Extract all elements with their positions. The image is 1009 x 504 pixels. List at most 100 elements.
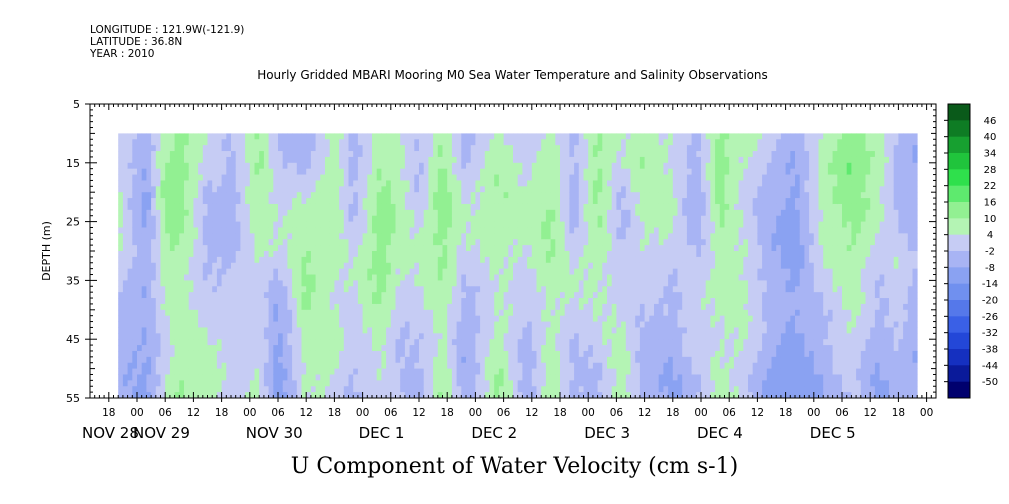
heatmap-cell <box>169 321 175 328</box>
heatmap-cell <box>635 251 641 258</box>
heatmap-cell <box>249 368 255 375</box>
heatmap-cell <box>169 151 175 158</box>
heatmap-cell <box>202 227 208 234</box>
heatmap-cell <box>541 233 547 240</box>
heatmap-cell <box>461 339 467 346</box>
heatmap-cell <box>348 239 354 246</box>
heatmap-cell <box>428 139 434 146</box>
heatmap-cell <box>216 227 222 234</box>
heatmap-cell <box>517 251 523 258</box>
heatmap-cell <box>320 327 326 334</box>
heatmap-cell <box>386 286 392 293</box>
heatmap-cell <box>155 233 161 240</box>
heatmap-cell <box>419 386 425 393</box>
heatmap-cell <box>489 162 495 170</box>
heatmap-cell <box>480 368 486 375</box>
heatmap-cell <box>188 303 194 311</box>
heatmap-cell <box>428 280 434 287</box>
heatmap-cell <box>141 374 147 381</box>
heatmap-cell <box>339 239 345 246</box>
heatmap-cell <box>212 274 218 281</box>
heatmap-cell <box>301 180 307 187</box>
heatmap-cell <box>231 221 237 228</box>
heatmap-cell <box>296 356 302 364</box>
chart-title: Hourly Gridded MBARI Mooring M0 Sea Wate… <box>257 68 768 82</box>
heatmap-cell <box>494 227 500 234</box>
longitude-text: LONGITUDE : 121.9W(-121.9) <box>90 24 245 36</box>
heatmap-cell <box>400 339 406 346</box>
heatmap-cell <box>292 333 298 340</box>
heatmap-cell <box>334 356 340 364</box>
heatmap-cell <box>564 315 570 322</box>
heatmap-cell <box>226 162 232 170</box>
heatmap-cell <box>494 392 500 399</box>
heatmap-cell <box>555 256 561 264</box>
heatmap-cell <box>414 239 420 246</box>
heatmap-cell <box>216 280 222 287</box>
heatmap-cell <box>310 262 316 270</box>
heatmap-cell <box>451 309 457 317</box>
heatmap-cell <box>221 174 227 181</box>
heatmap-cell <box>207 133 213 140</box>
heatmap-cell <box>306 186 312 193</box>
heatmap-cell <box>602 256 608 264</box>
heatmap-cell <box>630 374 636 381</box>
heatmap-cell <box>348 256 354 264</box>
heatmap-cell <box>127 386 133 393</box>
heatmap-cell <box>625 321 631 328</box>
heatmap-cell <box>198 180 204 187</box>
heatmap-cell <box>137 386 143 393</box>
heatmap-cell <box>484 309 490 317</box>
heatmap-cell <box>545 392 551 399</box>
heatmap-cell <box>433 192 439 199</box>
heatmap-cell <box>583 298 589 305</box>
heatmap-cell <box>451 156 457 164</box>
heatmap-cell <box>522 209 528 217</box>
heatmap-cell <box>198 174 204 181</box>
heatmap-cell <box>630 174 636 181</box>
heatmap-cell <box>480 262 486 270</box>
heatmap-cell <box>536 303 542 311</box>
heatmap-cell <box>456 156 462 164</box>
heatmap-cell <box>484 151 490 158</box>
heatmap-cell <box>127 274 133 281</box>
heatmap-cell <box>470 262 476 270</box>
heatmap-cell <box>527 209 533 217</box>
heatmap-cell <box>362 180 368 187</box>
heatmap-cell <box>621 256 627 264</box>
heatmap-cell <box>362 339 368 346</box>
heatmap-cell <box>184 186 190 193</box>
heatmap-cell <box>141 380 147 387</box>
heatmap-cell <box>137 333 143 340</box>
heatmap-cell <box>560 280 566 287</box>
heatmap-cell <box>381 251 387 258</box>
heatmap-cell <box>484 298 490 305</box>
heatmap-cell <box>625 368 631 375</box>
heatmap-cell <box>531 286 537 293</box>
heatmap-cell <box>611 315 617 322</box>
heatmap-cell <box>569 133 575 140</box>
heatmap-cell <box>489 180 495 187</box>
heatmap-cell <box>484 268 490 275</box>
heatmap-cell <box>428 221 434 228</box>
heatmap-cell <box>169 309 175 317</box>
heatmap-cell <box>334 156 340 164</box>
heatmap-cell <box>602 392 608 399</box>
heatmap-cell <box>263 256 269 264</box>
heatmap-cell <box>498 309 504 317</box>
heatmap-cell <box>184 251 190 258</box>
heatmap-cell <box>588 215 594 222</box>
heatmap-cell <box>146 374 152 381</box>
heatmap-cell <box>357 374 363 381</box>
heatmap-cell <box>513 174 519 181</box>
heatmap-cell <box>362 327 368 334</box>
heatmap-cell <box>169 209 175 217</box>
heatmap-cell <box>348 151 354 158</box>
heatmap-cell <box>306 256 312 264</box>
heatmap-cell <box>259 286 265 293</box>
heatmap-cell <box>409 180 415 187</box>
heatmap-cell <box>301 139 307 146</box>
heatmap-cell <box>306 298 312 305</box>
heatmap-cell <box>442 203 448 211</box>
heatmap-cell <box>386 292 392 299</box>
